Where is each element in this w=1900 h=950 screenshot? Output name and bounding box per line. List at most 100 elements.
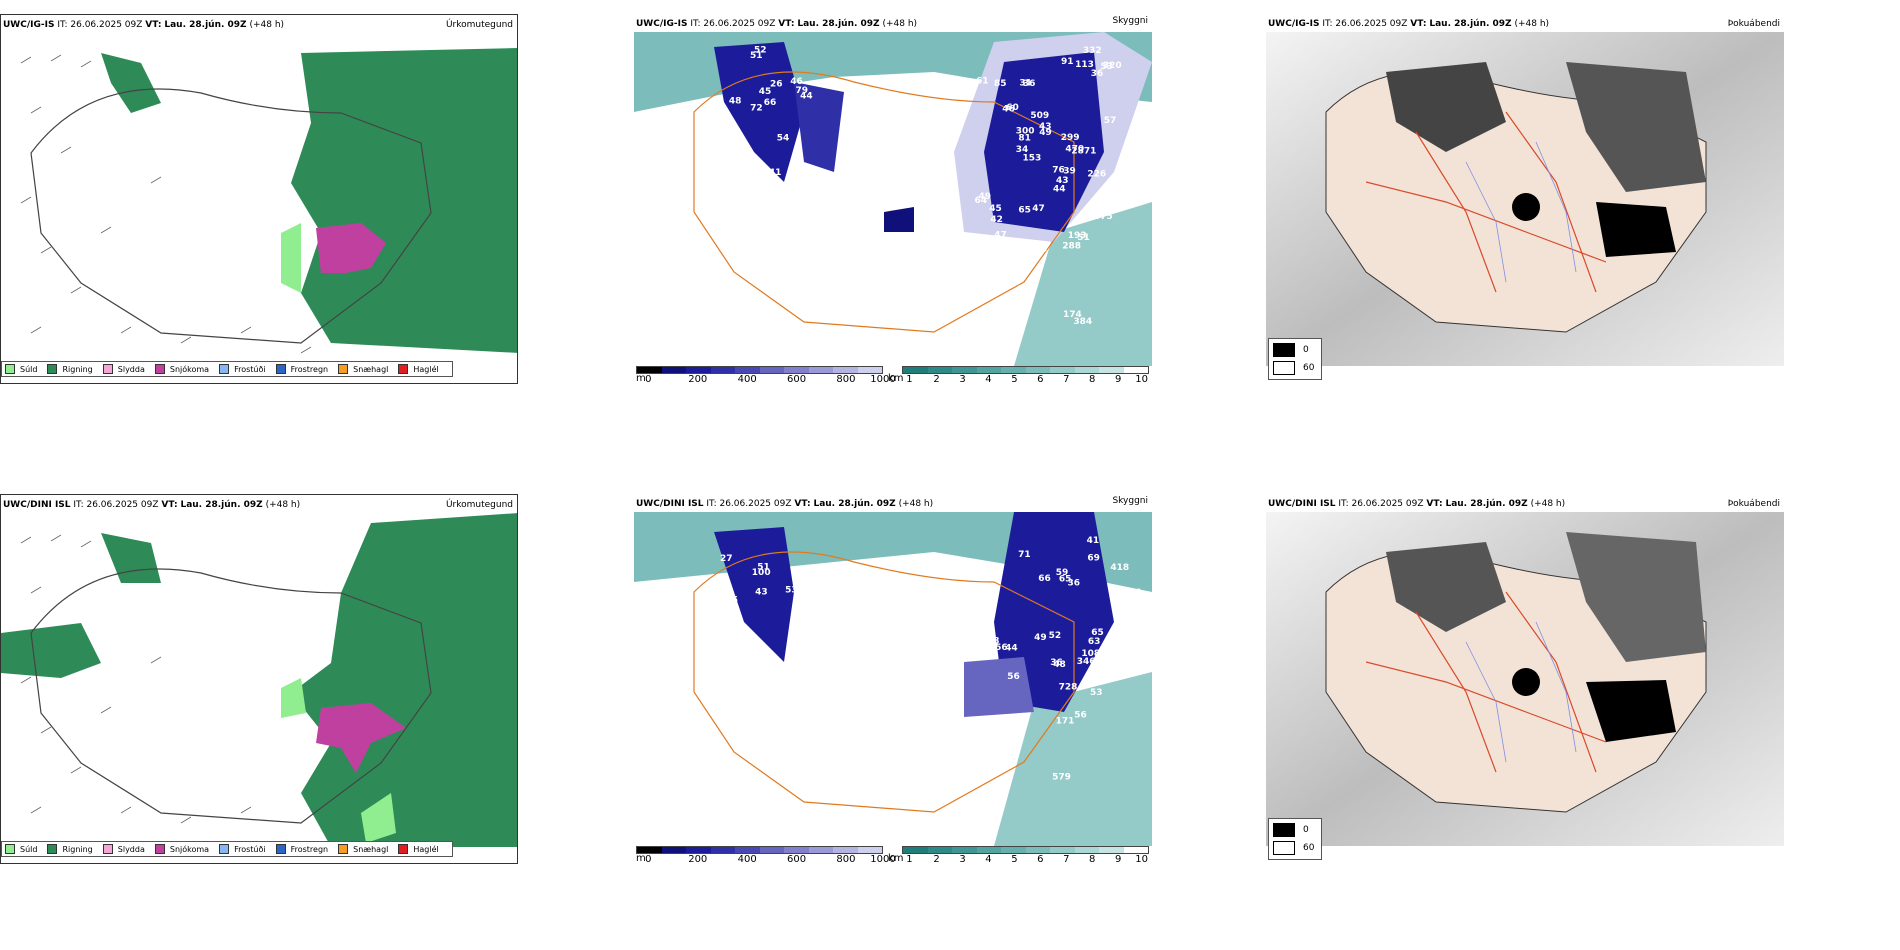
precip-legend: Súld Rigning Slydda Snjókoma Frostúði Fr… bbox=[1, 841, 453, 857]
cloud-base-value: 153 bbox=[1023, 153, 1042, 163]
legend-swatch bbox=[154, 844, 165, 854]
cloud-base-value: 63 bbox=[1104, 660, 1117, 670]
legend-swatch bbox=[47, 364, 58, 374]
cloud-base-value: 2871 bbox=[1071, 147, 1096, 157]
panel-type-label: Úrkomutegund bbox=[445, 500, 513, 510]
cloud-base-value: 51 bbox=[1077, 233, 1090, 243]
legend-swatch bbox=[219, 364, 230, 374]
cloud-base-value: 32 bbox=[982, 584, 995, 594]
cloud-base-value: 48 bbox=[729, 97, 742, 107]
colorbar-tick-label: 4 bbox=[985, 374, 992, 384]
colorbar-tick-label: 9 bbox=[1114, 854, 1122, 864]
visibility-colorbar: 1 2 3 4 5 6 7 8 9 10 km bbox=[888, 366, 1149, 384]
colorbar-segment bbox=[1025, 847, 1050, 853]
cloud-base-value: 26 bbox=[770, 80, 783, 90]
colorbar-segment bbox=[927, 367, 952, 373]
panel-header: UWC/DINI ISL IT: 26.06.2025 09Z VT: Lau.… bbox=[636, 499, 934, 509]
cloud-base-value: 65 bbox=[1059, 574, 1072, 584]
colorbar-segment bbox=[735, 367, 760, 373]
colorbar-tick-label: 800 bbox=[836, 374, 856, 384]
legend-swatch bbox=[398, 364, 409, 374]
colorbar-tick-label: 8 bbox=[1089, 854, 1096, 864]
legend-item: Frostregn bbox=[275, 844, 328, 854]
cloud-base-value: 108 bbox=[1081, 649, 1100, 659]
colorbar-tick-label: 1000 bbox=[870, 854, 896, 864]
cloud-base-value: 52 bbox=[981, 237, 994, 247]
colorbar-segment bbox=[833, 847, 858, 853]
fog-map bbox=[1266, 32, 1784, 366]
precip-panel-top: UWC/IG-IS IT: 26.06.2025 09Z VT: Lau. 28… bbox=[0, 14, 518, 384]
cloud-base-value: 299 bbox=[1061, 133, 1080, 143]
legend-item: Snæhagl bbox=[338, 844, 388, 854]
cloud-base-value: 39 bbox=[1063, 167, 1076, 177]
cloud-base-value: 27 bbox=[720, 554, 733, 564]
cloud-base-value: 66 bbox=[764, 98, 777, 108]
precip-panel-bottom: UWC/DINI ISL IT: 26.06.2025 09Z VT: Lau.… bbox=[0, 494, 518, 864]
cloud-base-value: 43 bbox=[1056, 176, 1069, 186]
fog-legend-row: 0 bbox=[1273, 823, 1309, 837]
cloud-base-value: 53 bbox=[785, 585, 798, 595]
cloud-base-value: 36 bbox=[1068, 579, 1081, 589]
panel-header: UWC/IG-IS IT: 26.06.2025 09Z VT: Lau. 28… bbox=[1268, 19, 1550, 29]
visibility-map: 36 58 36 27 53 32 37 44 36 51 65 56 59 71 52 43 346 45 42 4… bbox=[634, 512, 1152, 846]
cloud-base-value: 92 bbox=[734, 153, 747, 163]
cloud-base-colorbar: 0 200 400 600 800 1000 m bbox=[636, 846, 896, 864]
fog-legend: 0 60 bbox=[1268, 818, 1322, 860]
colorbar-tick-label: 5 bbox=[1011, 374, 1018, 384]
colorbar-segment bbox=[1001, 847, 1026, 853]
cloud-base-value: 65 bbox=[726, 596, 739, 606]
cloud-base-value: 49 bbox=[717, 191, 730, 201]
colorbar-segment bbox=[857, 367, 882, 373]
cloud-base-value: 470 bbox=[1065, 144, 1084, 154]
colorbar-tick-label: 2 bbox=[933, 854, 940, 864]
panel-header: UWC/IG-IS IT: 26.06.2025 09Z VT: Lau. 28… bbox=[636, 19, 918, 29]
colorbar-segment bbox=[808, 847, 833, 853]
cloud-base-value: 44 bbox=[1005, 644, 1018, 654]
cloud-base-value: 81 bbox=[1018, 134, 1031, 144]
cloud-base-value: 42 bbox=[1087, 210, 1100, 220]
cloud-base-value: 48 bbox=[1035, 245, 1048, 255]
colorbar-segment bbox=[1123, 367, 1148, 373]
legend-item: Súld bbox=[5, 364, 37, 374]
panel-type-label: Skyggni bbox=[1112, 16, 1148, 26]
cloud-base-value: 174 bbox=[1063, 310, 1082, 320]
colorbar-tick-label: 3 bbox=[959, 854, 966, 864]
legend-swatch bbox=[219, 844, 230, 854]
colorbar-segment bbox=[927, 847, 952, 853]
panel-type-label: Þokuábendi bbox=[1727, 19, 1780, 29]
colorbar-tick-label: 10 bbox=[1135, 374, 1148, 384]
cloud-base-value: 59 bbox=[745, 640, 758, 650]
cloud-base-value: 706 bbox=[1122, 588, 1141, 598]
legend-swatch bbox=[102, 364, 113, 374]
panel-type-label: Þokuábendi bbox=[1727, 499, 1780, 509]
colorbar-tick-label: 600 bbox=[787, 854, 807, 864]
panel-type-label: Úrkomutegund bbox=[445, 20, 513, 30]
colorbar-segment bbox=[710, 367, 735, 373]
legend-swatch bbox=[275, 844, 286, 854]
cloud-base-value: 85 bbox=[994, 79, 1007, 89]
cloud-base-value: 44 bbox=[717, 176, 730, 186]
cloud-base-value: 384 bbox=[1073, 317, 1092, 327]
legend-swatch bbox=[102, 844, 113, 854]
cloud-base-value: 57 bbox=[1104, 116, 1117, 126]
colorbar-tick-label: 7 bbox=[1063, 854, 1070, 864]
colorbar-tick-label: 10 bbox=[1135, 854, 1148, 864]
fog-panel-bottom: UWC/DINI ISL IT: 26.06.2025 09Z VT: Lau.… bbox=[1266, 494, 1784, 864]
colorbar-tick-label: 0 bbox=[645, 854, 652, 864]
cloud-base-value: 76 bbox=[1052, 165, 1065, 175]
cloud-base-value: 53 bbox=[1090, 688, 1103, 698]
legend-swatch bbox=[398, 844, 409, 854]
colorbar-segment bbox=[1099, 847, 1124, 853]
fog-legend: 0 60 bbox=[1268, 338, 1322, 380]
cloud-base-value: 64 bbox=[975, 196, 988, 206]
legend-item: Haglél bbox=[398, 364, 439, 374]
cloud-base-value: 40 bbox=[751, 168, 764, 178]
colorbar-tick-label: 7 bbox=[1063, 374, 1070, 384]
cloud-base-value: 46 bbox=[1002, 105, 1015, 115]
cloud-base-value: 41 bbox=[769, 168, 782, 178]
legend-item: Súld bbox=[5, 844, 37, 854]
colorbar-segment bbox=[735, 847, 760, 853]
cloud-base-value: 509 bbox=[1030, 111, 1049, 121]
cloud-base-colorbar: 0 200 400 600 800 1000 m bbox=[636, 366, 896, 384]
legend-item: Snæhagl bbox=[338, 364, 388, 374]
